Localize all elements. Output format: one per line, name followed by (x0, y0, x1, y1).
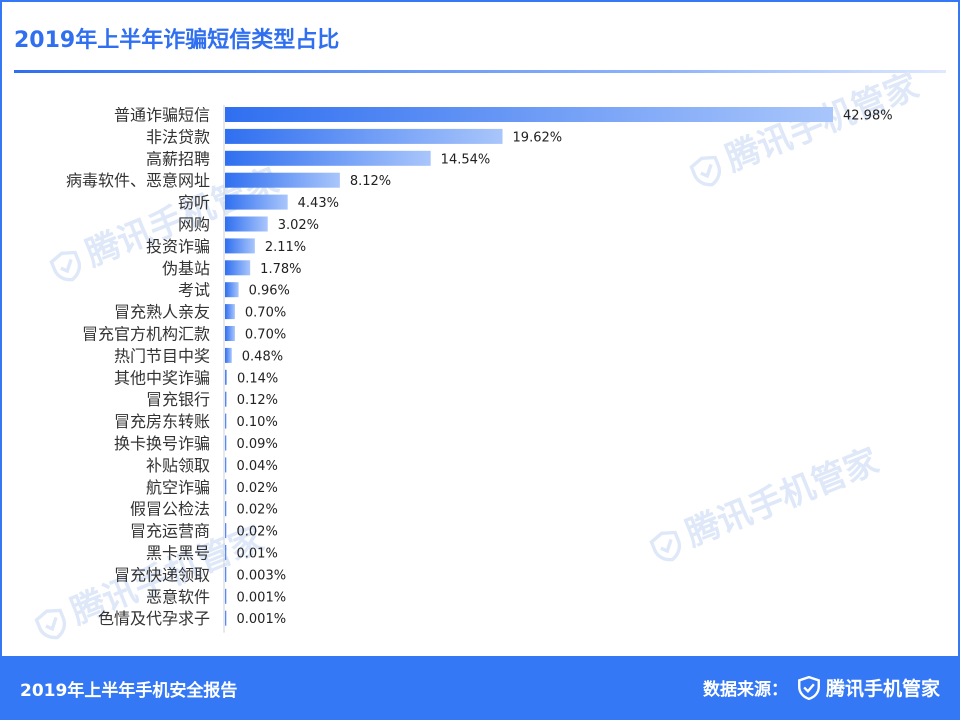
bar (225, 172, 340, 188)
data-label: 0.001% (237, 612, 287, 627)
data-label: 0.12% (237, 393, 278, 408)
footer-bar: 2019年上半年手机安全报告 数据来源： 腾讯手机管家 (0, 656, 960, 720)
data-label: 0.02% (237, 503, 278, 518)
category-label: 热门节目中奖 (114, 346, 210, 365)
bar (225, 501, 227, 517)
category-label: 高薪招聘 (146, 149, 210, 168)
footer-report-title: 2019年上半年手机安全报告 (20, 681, 238, 701)
bar (225, 413, 227, 429)
bar (225, 347, 232, 363)
category-label: 伪基站 (162, 259, 210, 278)
chart-title: 2019年上半年诈骗短信类型占比 (14, 28, 340, 53)
data-label: 3.02% (278, 218, 319, 233)
category-label: 冒充官方机构汇款 (82, 325, 210, 344)
data-label: 14.54% (441, 152, 491, 167)
data-label: 0.48% (242, 349, 283, 364)
category-label: 黑卡黑号 (146, 544, 210, 563)
bar (225, 326, 235, 341)
shield-check-icon (798, 675, 820, 700)
bar (225, 150, 431, 166)
bar (225, 588, 227, 604)
bar (225, 610, 227, 626)
data-label: 0.14% (237, 371, 278, 386)
data-label: 4.43% (298, 196, 339, 211)
bar (225, 523, 227, 539)
category-label: 冒充运营商 (130, 522, 210, 541)
data-label: 0.70% (245, 328, 286, 343)
data-label: 0.02% (237, 481, 278, 496)
bar (225, 566, 227, 582)
category-label: 冒充银行 (146, 390, 210, 409)
data-label: 1.78% (260, 262, 301, 277)
bar (225, 391, 227, 407)
data-label: 2.11% (265, 240, 306, 255)
bar (225, 369, 227, 385)
category-label: 冒充房东转账 (114, 412, 210, 431)
category-label: 投资诈骗 (146, 237, 210, 256)
data-label: 0.10% (237, 415, 278, 430)
bar (225, 128, 503, 144)
bar (225, 238, 255, 254)
category-label: 窃听 (178, 193, 210, 212)
footer-source: 数据来源： 腾讯手机管家 (703, 674, 940, 701)
category-label: 其他中奖诈骗 (114, 368, 210, 387)
category-label: 病毒软件、恶意网址 (66, 171, 210, 190)
category-label: 非法贷款 (146, 127, 210, 146)
category-label: 考试 (178, 281, 210, 300)
category-label: 冒充快递领取 (114, 565, 210, 584)
bar (225, 107, 833, 122)
brand-name: 腾讯手机管家 (825, 678, 940, 700)
bar (225, 479, 227, 495)
category-label: 假冒公检法 (130, 500, 210, 519)
source-label: 数据来源： (702, 680, 788, 700)
data-label: 0.02% (237, 525, 278, 540)
data-label: 0.70% (245, 306, 286, 321)
bar (225, 260, 251, 276)
category-label: 航空诈骗 (146, 478, 210, 497)
category-label: 网购 (178, 215, 210, 234)
bar (225, 216, 268, 232)
data-label: 0.001% (237, 590, 287, 605)
data-label: 0.003% (237, 568, 287, 583)
bar (225, 282, 239, 298)
bar (225, 304, 235, 320)
data-label: 0.04% (237, 459, 278, 474)
data-label: 0.96% (249, 284, 290, 299)
category-label: 换卡换号诈骗 (114, 434, 210, 453)
category-label: 普通诈骗短信 (114, 106, 210, 125)
category-label: 色情及代孕求子 (98, 609, 210, 628)
title-underline (14, 70, 946, 73)
data-label: 42.98% (843, 109, 893, 124)
bar (225, 545, 227, 560)
bar-chart: 普通诈骗短信 42.98% 非法贷款 19.62% 高薪招聘 14.54% 病毒软件、恶意网… (66, 105, 893, 633)
data-label: 0.01% (237, 547, 278, 562)
bar (225, 194, 288, 210)
category-label: 补贴领取 (146, 456, 210, 475)
data-label: 19.62% (513, 130, 563, 145)
data-label: 0.09% (237, 437, 278, 452)
category-label: 冒充熟人亲友 (114, 303, 210, 322)
bar (225, 457, 227, 473)
data-label: 8.12% (350, 174, 391, 189)
bar (225, 435, 227, 451)
category-label: 恶意软件 (146, 587, 210, 606)
